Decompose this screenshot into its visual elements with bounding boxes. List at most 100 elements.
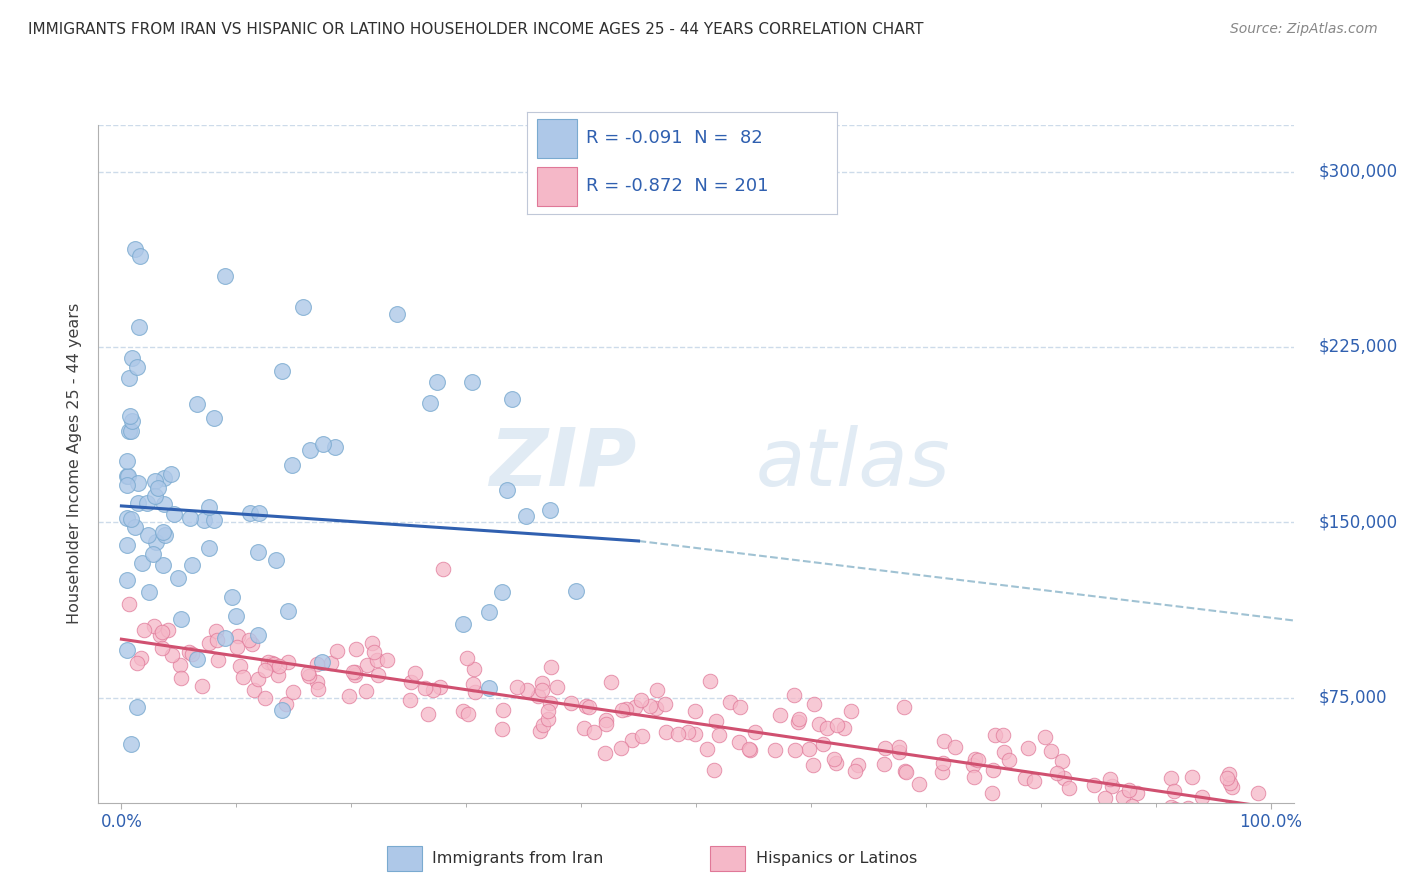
Point <box>537 704 560 718</box>
Point <box>342 665 364 680</box>
Point <box>593 746 616 760</box>
Point <box>254 663 277 677</box>
Point <box>981 763 1004 777</box>
Point <box>271 363 294 377</box>
Point <box>1219 801 1241 815</box>
Point <box>274 697 297 711</box>
Text: $300,000: $300,000 <box>1319 162 1398 181</box>
Point <box>1121 798 1143 813</box>
Point <box>984 728 1007 742</box>
Point <box>1024 773 1046 788</box>
Point <box>1118 783 1140 797</box>
Point <box>1160 771 1182 785</box>
Point <box>1053 771 1076 785</box>
Point <box>160 648 183 662</box>
Point <box>179 511 201 525</box>
Point <box>247 545 270 559</box>
Point <box>115 453 138 467</box>
Point <box>783 743 806 757</box>
Point <box>531 717 554 731</box>
Point <box>645 683 668 698</box>
Point <box>432 562 454 576</box>
Point <box>121 414 143 428</box>
Point <box>696 742 718 756</box>
Point <box>356 657 378 672</box>
Point <box>118 425 141 439</box>
Point <box>931 765 953 780</box>
Point <box>787 715 810 730</box>
Point <box>271 703 294 717</box>
Point <box>1112 789 1135 804</box>
Point <box>186 396 208 410</box>
Text: Immigrants from Iran: Immigrants from Iran <box>433 851 603 866</box>
Point <box>149 628 172 642</box>
Point <box>160 467 183 482</box>
Point <box>530 676 553 690</box>
Point <box>595 716 617 731</box>
Point <box>825 756 848 770</box>
Point <box>583 724 606 739</box>
Point <box>738 742 761 756</box>
Point <box>243 682 266 697</box>
Point <box>150 624 173 639</box>
Point <box>1014 771 1036 785</box>
Point <box>429 680 451 694</box>
Point <box>699 674 721 689</box>
Point <box>932 756 955 770</box>
Point <box>401 675 423 690</box>
Point <box>298 442 321 457</box>
Text: R = -0.872  N = 201: R = -0.872 N = 201 <box>586 178 769 195</box>
Point <box>181 558 204 572</box>
Point <box>565 583 588 598</box>
Point <box>127 699 149 714</box>
Point <box>157 623 180 637</box>
Text: atlas: atlas <box>756 425 950 503</box>
Point <box>266 552 288 566</box>
Point <box>1101 779 1123 793</box>
Point <box>797 742 820 756</box>
Point <box>197 541 219 555</box>
Point <box>339 689 361 703</box>
Point <box>491 722 513 736</box>
Point <box>572 722 595 736</box>
Point <box>399 693 422 707</box>
Point <box>1160 800 1182 814</box>
Point <box>354 684 377 698</box>
Point <box>415 681 437 695</box>
Point <box>683 704 706 718</box>
Point <box>709 728 731 742</box>
Text: Hispanics or Latinos: Hispanics or Latinos <box>756 851 917 866</box>
Point <box>221 590 243 604</box>
Point <box>728 734 751 748</box>
Point <box>291 300 314 314</box>
Point <box>238 632 260 647</box>
Point <box>115 511 138 525</box>
Point <box>115 468 138 483</box>
Point <box>1220 780 1243 795</box>
Point <box>451 617 474 632</box>
Point <box>307 674 329 689</box>
Point <box>143 489 166 503</box>
Point <box>575 699 598 714</box>
Point <box>962 758 984 772</box>
Point <box>117 469 139 483</box>
Point <box>307 682 329 697</box>
Point <box>515 508 537 523</box>
Point <box>1251 813 1274 827</box>
Point <box>239 507 262 521</box>
Point <box>214 632 236 646</box>
Point <box>728 700 751 714</box>
Point <box>152 471 174 485</box>
Point <box>894 764 917 779</box>
Point <box>198 500 221 514</box>
Point <box>527 689 550 703</box>
Point <box>143 474 166 488</box>
Point <box>385 307 408 321</box>
Point <box>495 483 517 498</box>
Point <box>538 696 561 710</box>
Point <box>894 764 917 779</box>
Point <box>170 612 193 626</box>
Point <box>981 786 1004 800</box>
Point <box>134 624 156 638</box>
Point <box>546 681 568 695</box>
